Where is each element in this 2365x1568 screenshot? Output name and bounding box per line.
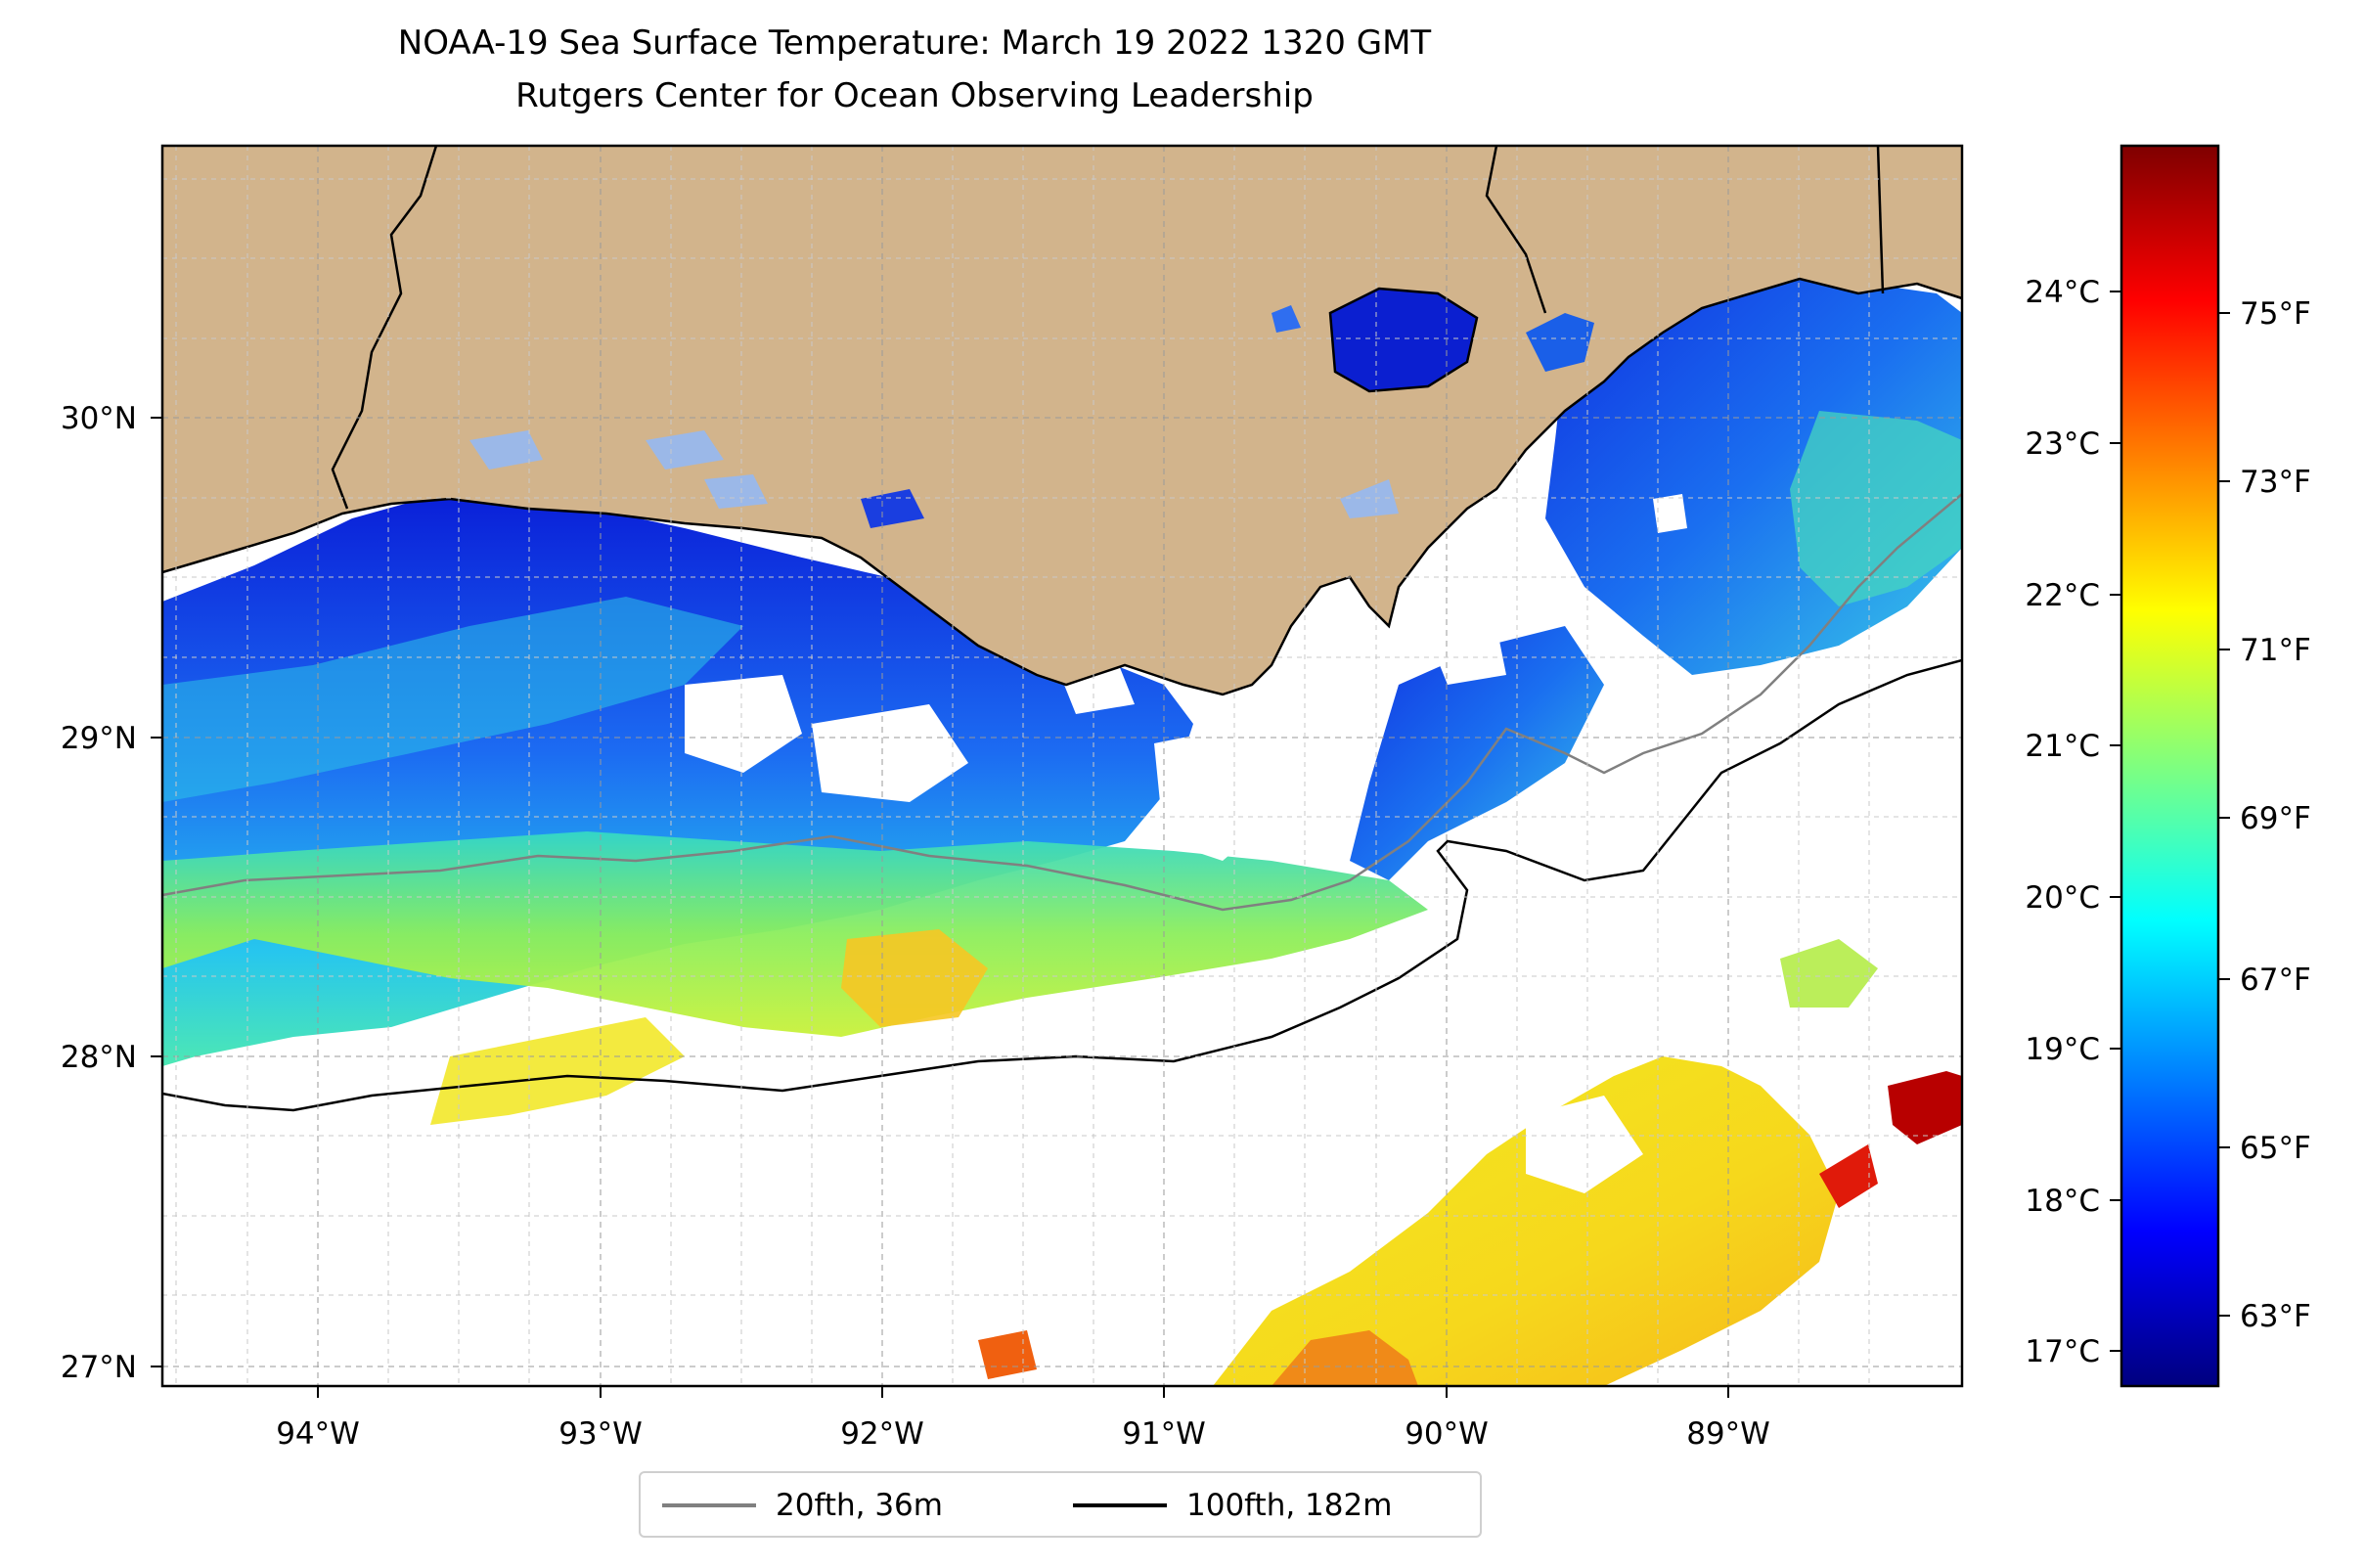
fahrenheit-tick-label: 63°F (2240, 1299, 2311, 1334)
land-louisiana (162, 146, 1962, 694)
sst-inner-shelf-cyan (162, 597, 743, 802)
lake-borgne-water (1526, 313, 1594, 372)
inland-lake-6 (861, 489, 924, 528)
legend-label: 20fth, 36m (776, 1488, 943, 1523)
inland-lake-1 (1272, 305, 1301, 333)
cloud-gap (812, 704, 968, 802)
inland-lake-2 (469, 430, 543, 470)
legend-swatch-gray (662, 1503, 756, 1507)
map-subtitle: Rutgers Center for Ocean Observing Leade… (515, 76, 1314, 115)
lon-tick-label: 91°W (1122, 1416, 1206, 1452)
legend-item-100fth: 100fth, 182m (1073, 1488, 1393, 1523)
celsius-tick-label: 22°C (2025, 578, 2100, 613)
legend-swatch-black (1073, 1503, 1167, 1507)
cloud-gap (1526, 1096, 1643, 1193)
lat-tick-label: 28°N (61, 1040, 137, 1075)
coastline (162, 277, 1962, 696)
map-area (162, 146, 1962, 1386)
colorbar (2120, 144, 2220, 1388)
sst-red-streak (1819, 1144, 1878, 1208)
legend-item-20fth: 20fth, 36m (662, 1488, 943, 1523)
celsius-tick-label: 23°C (2025, 426, 2100, 462)
fahrenheit-tick-label: 71°F (2240, 633, 2311, 668)
fahrenheit-tick-label: 75°F (2240, 296, 2311, 332)
sst-hot-red-patch (1888, 1071, 1962, 1144)
celsius-tick-label: 20°C (2025, 880, 2100, 916)
map-title: NOAA-19 Sea Surface Temperature: March 1… (397, 23, 1432, 63)
celsius-tick-label: 21°C (2025, 729, 2100, 764)
state-border-ms-al (1876, 146, 1885, 294)
celsius-tick-label: 17°C (2025, 1334, 2100, 1369)
sst-barataria-blue (1350, 626, 1604, 880)
lon-tick-label: 93°W (558, 1416, 643, 1452)
axis-ticks (151, 417, 1729, 1398)
minor-graticule (162, 146, 1962, 1386)
lat-tick-label: 29°N (61, 721, 137, 756)
colorbar-fahrenheit-labels: 75°F 73°F 71°F 69°F 67°F 65°F 63°F (2240, 296, 2311, 1334)
lon-tick-label: 90°W (1405, 1416, 1489, 1452)
cloud-gap (1428, 626, 1506, 685)
lake-pontchartrain-outline (1328, 287, 1479, 393)
fahrenheit-tick-label: 73°F (2240, 465, 2311, 500)
lon-tick-label: 92°W (840, 1416, 924, 1452)
celsius-tick-label: 18°C (2025, 1184, 2100, 1219)
state-border-tx-la (331, 146, 438, 510)
legend-label: 100fth, 182m (1186, 1488, 1393, 1523)
state-border-la-ms (1485, 146, 1547, 314)
cloud-gap (1653, 494, 1687, 533)
graticule (162, 146, 1962, 1386)
celsius-tick-label: 19°C (2025, 1032, 2100, 1067)
fahrenheit-tick-label: 67°F (2240, 963, 2311, 998)
cloud-gap (685, 675, 802, 773)
lon-tick-label: 94°W (276, 1416, 360, 1452)
lat-tick-label: 27°N (61, 1350, 137, 1385)
inland-lake-5 (1340, 479, 1399, 518)
isobath-100fth (162, 658, 1962, 1112)
sst-deep-warm-patch (1213, 1056, 1839, 1386)
isobath-20fth (162, 493, 1962, 912)
sst-green-patch (1780, 939, 1878, 1008)
colorbar-ticks (2110, 291, 2230, 1352)
lon-tick-labels: 94°W 93°W 92°W 91°W 90°W 89°W (276, 1416, 1770, 1452)
celsius-tick-label: 24°C (2025, 275, 2100, 310)
map-frame (160, 144, 1964, 1388)
cloud-gap (1154, 724, 1291, 861)
sst-warm-spot (841, 929, 988, 1027)
sst-west-warm-patch (430, 1017, 685, 1125)
lon-tick-label: 89°W (1686, 1416, 1770, 1452)
inland-lake-4 (704, 474, 768, 509)
fahrenheit-tick-label: 65°F (2240, 1131, 2311, 1166)
sst-delta-east-cyan (1790, 411, 1962, 606)
lat-tick-label: 30°N (61, 401, 137, 436)
colorbar-celsius-labels: 24°C 23°C 22°C 21°C 20°C 19°C 18°C 17°C (2025, 275, 2100, 1369)
fahrenheit-tick-label: 69°F (2240, 801, 2311, 836)
lat-tick-labels: 30°N 29°N 28°N 27°N (61, 401, 137, 1385)
sst-orange-patch (1272, 1330, 1418, 1386)
legend: 20fth, 36m 100fth, 182m (639, 1471, 1482, 1538)
lake-pontchartrain-water (1330, 289, 1477, 391)
inland-lake-3 (646, 430, 724, 470)
